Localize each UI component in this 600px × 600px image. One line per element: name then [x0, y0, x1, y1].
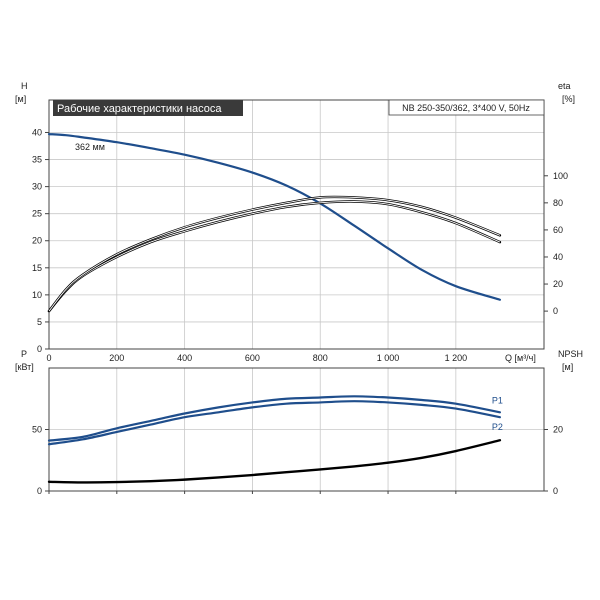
top-left-tick-label: 30	[32, 182, 42, 192]
top-left-tick-label: 5	[37, 317, 42, 327]
chart-subtitle: NB 250-350/362, 3*400 V, 50Hz	[402, 103, 530, 113]
x-tick-label: 0	[46, 353, 51, 363]
bottom-right-tick-label: 0	[553, 486, 558, 496]
x-tick-label: 200	[109, 353, 124, 363]
top-left-tick-label: 20	[32, 236, 42, 246]
bottom-series-label-p2: P2	[492, 422, 503, 432]
chart-title: Рабочие характеристики насоса	[57, 103, 222, 115]
top-plot-area	[49, 100, 544, 349]
top-right-tick-label: 80	[553, 198, 563, 208]
x-axis-label: Q [м³/ч]	[505, 353, 536, 363]
bottom-series-2-line	[47, 439, 502, 484]
bottom-left-tick-label: 0	[37, 486, 42, 496]
title-box	[53, 100, 243, 116]
bottom-left-axis-unit: [кВт]	[15, 362, 34, 372]
top-left-tick-label: 35	[32, 155, 42, 165]
top-right-tick-label: 20	[553, 279, 563, 289]
bottom-right-axis-label: NPSH	[558, 349, 583, 359]
top-series-0-line	[47, 133, 502, 301]
top-plot-frame	[48, 99, 545, 350]
bottom-series-0-line	[47, 395, 502, 442]
top-left-tick-label: 0	[37, 344, 42, 354]
x-tick-label: 400	[177, 353, 192, 363]
top-right-tick-label: 40	[553, 252, 563, 262]
bottom-series-label-p1: P1	[492, 395, 503, 405]
top-right-axis-unit: [%]	[562, 94, 575, 104]
bottom-left-tick-label: 50	[32, 425, 42, 435]
x-tick-label: 1 200	[445, 353, 468, 363]
top-left-tick-label: 10	[32, 290, 42, 300]
top-right-tick-label: 60	[553, 225, 563, 235]
top-left-tick-label: 25	[32, 209, 42, 219]
top-left-axis-label: H	[21, 81, 28, 91]
top-left-axis-unit: [м]	[15, 94, 26, 104]
top-left-tick-label: 40	[32, 127, 42, 137]
bottom-left-axis-label: P	[21, 349, 27, 359]
x-tick-label: 600	[245, 353, 260, 363]
top-series-1-inner	[48, 200, 501, 312]
top-right-tick-label: 0	[553, 306, 558, 316]
top-right-axis-label: eta	[558, 81, 571, 91]
top-right-tick-label: 100	[553, 171, 568, 181]
top-series-2-inner	[48, 196, 501, 312]
bottom-right-tick-label: 20	[553, 425, 563, 435]
x-tick-label: 800	[313, 353, 328, 363]
bottom-series-1-line	[47, 400, 502, 446]
curve-annotation-impeller-size: 362 мм	[75, 142, 105, 152]
subtitle-box	[388, 99, 545, 116]
top-left-tick-label: 15	[32, 263, 42, 273]
x-tick-label: 1 000	[377, 353, 400, 363]
bottom-right-axis-unit: [м]	[562, 362, 573, 372]
